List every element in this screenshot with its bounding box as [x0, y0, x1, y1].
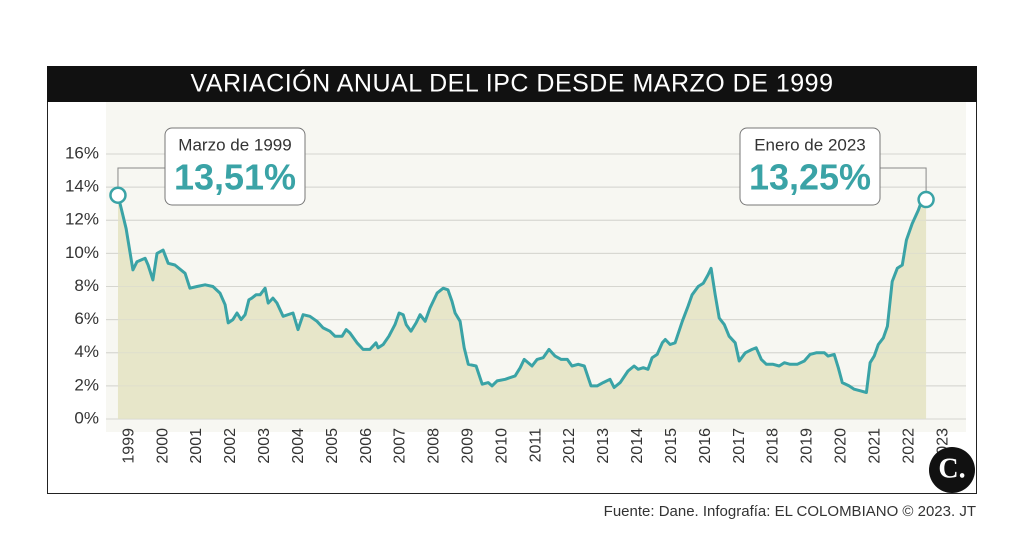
x-tick-label: 2016: [697, 428, 714, 464]
x-tick-label: 2005: [324, 428, 341, 464]
connector: [880, 167, 927, 200]
x-tick-label: 2006: [358, 428, 375, 464]
x-tick-label: 2020: [833, 428, 850, 464]
x-tick-label: 2000: [154, 428, 171, 464]
annotation-point: [109, 186, 127, 204]
y-tick-label: 6%: [74, 309, 99, 328]
y-tick-label: 10%: [65, 243, 99, 262]
area: [117, 195, 927, 419]
annotation-box: [164, 127, 306, 206]
x-tick-label: 2003: [256, 428, 273, 464]
source: Fuente: Dane. Infografía: EL COLOMBIANO …: [604, 503, 976, 520]
x-tick-label: 2010: [493, 428, 510, 464]
annotation-label: Enero de 2023: [754, 135, 866, 154]
x-tick-label: 2021: [866, 428, 883, 464]
x-tick-label: 2015: [663, 428, 680, 464]
annotation-box: [739, 127, 881, 206]
x-tick-label: 2008: [426, 428, 443, 464]
x-tick-label: 2017: [731, 428, 748, 464]
x-tick-label: 2009: [459, 428, 476, 464]
annotation-point: [917, 190, 935, 209]
y-tick-label: 14%: [65, 177, 99, 196]
x-tick-label: 2014: [629, 428, 646, 464]
y-tick-label: 2%: [74, 375, 99, 394]
y-tick-label: 8%: [74, 276, 99, 295]
annotation-label: Marzo de 1999: [178, 135, 291, 154]
y-tick-label: 0%: [74, 408, 99, 427]
title-bar: [47, 66, 977, 102]
y-tick-label: 16%: [65, 143, 99, 162]
annotation-value: 13,51%: [174, 157, 296, 198]
x-tick-label: 2001: [188, 428, 205, 464]
logo-text: C.: [938, 453, 965, 484]
x-tick-label: 2018: [765, 428, 782, 464]
x-tick-label: 2011: [527, 428, 544, 463]
x-tick-label: 2007: [392, 428, 409, 464]
x-tick-label: 2019: [799, 428, 816, 464]
x-tick-label: 2022: [900, 428, 917, 464]
x-tick-label: 2004: [290, 428, 307, 464]
x-tick-label: 1999: [120, 428, 137, 464]
logo: [929, 447, 975, 493]
x-tick-label: 2012: [561, 428, 578, 464]
chart-title: VARIACIÓN ANUAL DEL IPC DESDE MARZO DE 1…: [191, 69, 834, 98]
annotation-value: 13,25%: [749, 157, 871, 198]
x-tick-label: 2013: [595, 428, 612, 464]
line: [116, 194, 927, 394]
y-tick-label: 12%: [65, 210, 99, 229]
y-tick-label: 4%: [74, 342, 99, 361]
connector: [117, 167, 165, 196]
x-tick-label: 2002: [222, 428, 239, 464]
